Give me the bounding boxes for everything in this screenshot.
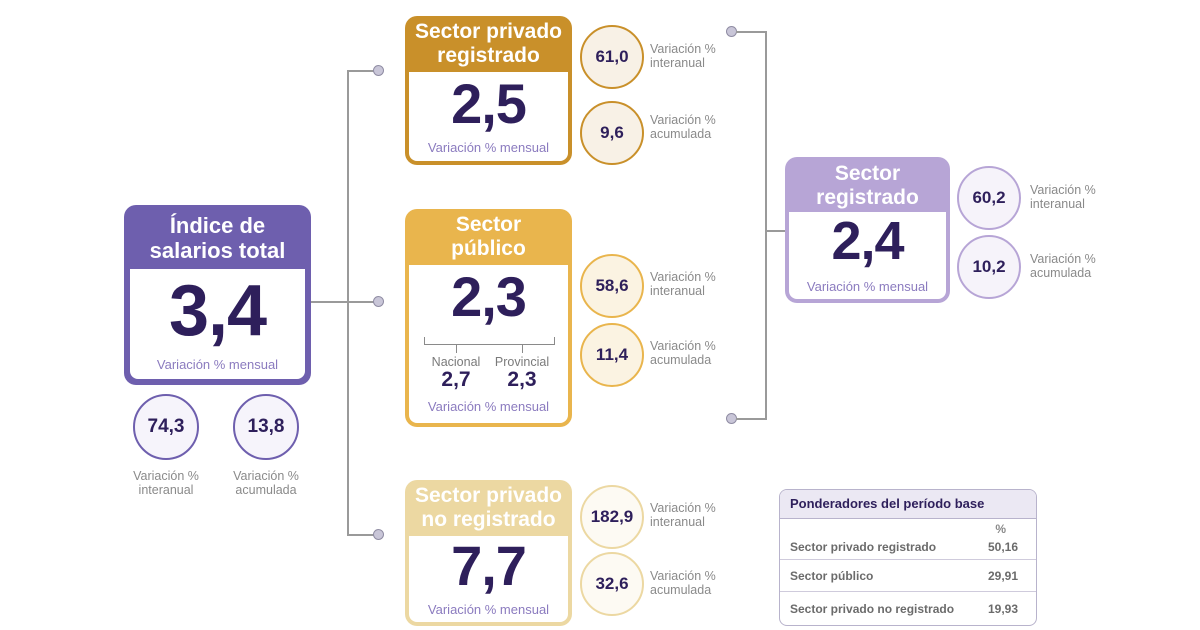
connector-node-dot: [373, 529, 384, 540]
total-acumulada-label: Variación % acumulada: [233, 469, 299, 497]
private-unregistered-interanual-circle: 182,9: [580, 485, 644, 549]
public-interanual-label: Variación % interanual: [650, 270, 716, 298]
private-registered-monthly-label: Variación % mensual: [427, 140, 550, 155]
table-row-value: 29,91: [987, 569, 1018, 583]
bracket-tick: [456, 345, 457, 353]
bracket-tick: [522, 345, 523, 353]
public-monthly-value: 2,3: [451, 265, 527, 328]
registered-interanual-label: Variación % interanual: [1030, 183, 1096, 211]
private-unregistered-interanual-value: 182,9: [590, 507, 634, 526]
table-row-value: 50,16: [987, 540, 1018, 554]
connector-total-to-tree: [311, 301, 349, 303]
private-unregistered-monthly-label: Variación % mensual: [427, 602, 550, 617]
registered-acumulada-label: Variación % acumulada: [1030, 252, 1096, 280]
private-registered-interanual-value: 61,0: [595, 47, 629, 66]
weights-table: Ponderadores del período base % Sector p…: [779, 489, 1037, 626]
breakdown-bracket: [424, 337, 555, 345]
private-registered-acumulada-circle: 9,6: [580, 101, 644, 165]
public-interanual-value: 58,6: [595, 276, 629, 295]
weights-table-title: Ponderadores del período base: [780, 490, 1036, 519]
registered-monthly-value: 2,4: [831, 211, 904, 271]
private-registered-title: Sector privado registrado: [414, 20, 563, 67]
public-acumulada-value: 11,4: [595, 345, 629, 364]
table-row-label: Sector privado no registrado: [790, 602, 955, 616]
private-registered-acumulada-value: 9,6: [600, 123, 624, 142]
private-registered-card: Sector privado registrado 2,5 Variación %…: [405, 16, 572, 165]
public-interanual-circle: 58,6: [580, 254, 644, 318]
total-interanual-value: 74,3: [147, 416, 185, 437]
weights-unit: %: [995, 522, 1006, 536]
total-acumulada-value: 13,8: [247, 416, 285, 437]
registered-interanual-value: 60,2: [972, 188, 1006, 207]
total-index-card: Índice de salarios total 3,4 Variación %…: [124, 205, 311, 385]
private-unregistered-card: Sector privado no registrado 7,7 Variació…: [405, 480, 572, 626]
private-registered-monthly-value: 2,5: [451, 72, 527, 135]
registered-monthly-label: Variación % mensual: [806, 279, 929, 294]
connector-branch-private-unregistered: [347, 534, 375, 536]
total-interanual-label: Variación % interanual: [133, 469, 199, 497]
connector-left-trunk: [347, 70, 349, 536]
table-row: % Sector privado registrado 50,16: [780, 519, 1036, 560]
total-interanual-circle: 74,3: [133, 394, 199, 460]
private-registered-interanual-label: Variación % interanual: [650, 42, 716, 70]
public-monthly-label: Variación % mensual: [427, 399, 550, 414]
total-index-title: Índice de salarios total: [149, 213, 286, 263]
private-unregistered-monthly-value: 7,7: [451, 534, 527, 597]
public-acumulada-circle: 11,4: [580, 323, 644, 387]
connector-branch-private-registered: [347, 70, 375, 72]
public-national-label: Nacional: [431, 355, 481, 369]
public-sector-card: Sector público 2,3 Nacional Provincial 2,…: [405, 209, 572, 427]
total-monthly-value: 3,4: [168, 271, 267, 351]
public-national-value: 2,7: [441, 368, 471, 391]
table-row-value: 19,93: [987, 602, 1018, 616]
connector-node-dot: [373, 65, 384, 76]
private-unregistered-acumulada-label: Variación % acumulada: [650, 569, 716, 597]
public-acumulada-label: Variación % acumulada: [650, 339, 716, 367]
registered-interanual-circle: 60,2: [957, 166, 1021, 230]
private-unregistered-interanual-label: Variación % interanual: [650, 501, 716, 529]
table-row: Sector público 29,91: [780, 560, 1036, 592]
total-acumulada-circle: 13,8: [233, 394, 299, 460]
connector-branch-public: [347, 301, 375, 303]
connector-right-top: [736, 31, 766, 33]
connector-right-bottom: [736, 418, 766, 420]
connector-right-to-registered: [765, 230, 785, 232]
registered-acumulada-value: 10,2: [972, 257, 1006, 276]
registered-sector-title: Sector registrado: [816, 162, 919, 209]
public-provincial-value: 2,3: [507, 368, 537, 391]
table-row: Sector privado no registrado 19,93: [780, 592, 1036, 625]
private-unregistered-acumulada-circle: 32,6: [580, 552, 644, 616]
table-row-label: Sector público: [790, 569, 874, 583]
table-row-label: Sector privado registrado: [790, 540, 937, 554]
registered-sector-card: Sector registrado 2,4 Variación % mensual: [785, 157, 950, 303]
total-monthly-label: Variación % mensual: [156, 357, 279, 372]
public-provincial-label: Provincial: [494, 355, 550, 369]
private-registered-interanual-circle: 61,0: [580, 25, 644, 89]
connector-node-dot: [373, 296, 384, 307]
private-unregistered-acumulada-value: 32,6: [595, 574, 629, 593]
connector-right-trunk: [765, 31, 767, 420]
private-registered-acumulada-label: Variación % acumulada: [650, 113, 716, 141]
private-unregistered-title: Sector privado no registrado: [414, 484, 563, 531]
registered-acumulada-circle: 10,2: [957, 235, 1021, 299]
public-sector-title: Sector público: [451, 213, 526, 260]
